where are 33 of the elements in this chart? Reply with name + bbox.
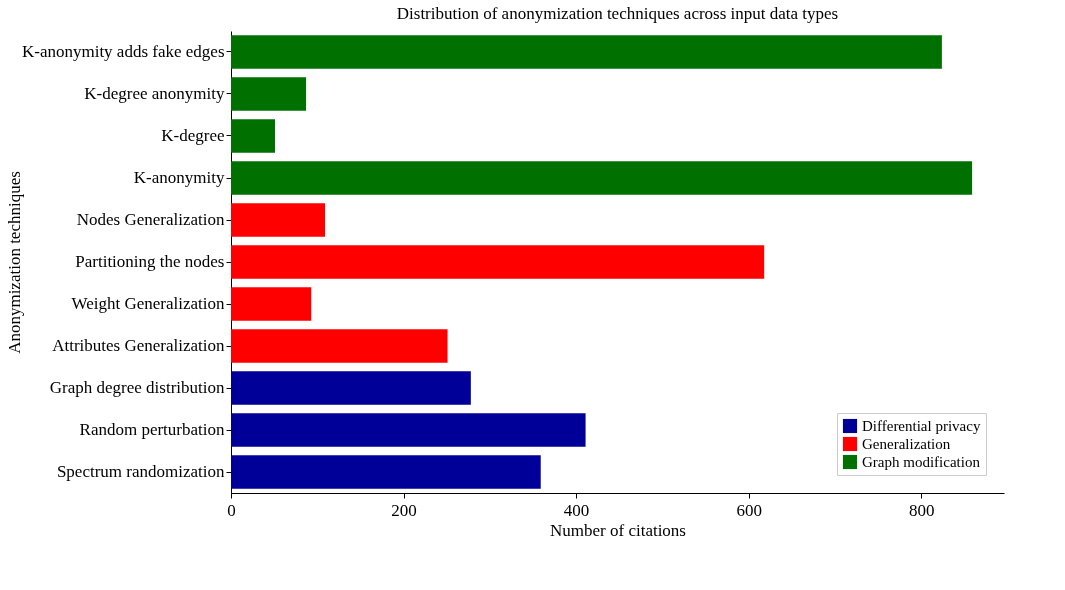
y-axis-title: Anonymization techniques [4,171,24,354]
x-tick-label: 400 [563,500,590,520]
bar [231,455,541,489]
x-tick-label: 0 [227,500,236,520]
bar [231,287,312,321]
x-tick-label: 200 [391,500,417,520]
bar [231,371,471,405]
x-tick-label: 600 [736,500,762,520]
legend-label: Generalization [862,436,951,452]
x-axis-title: Number of citations [550,520,686,540]
y-tick-label: K-anonymity adds fake edges [21,42,225,61]
y-tick-label: K-degree anonymity [84,84,225,103]
bar [231,203,326,237]
bar [231,161,973,195]
y-tick-label: Spectrum randomization [56,462,225,481]
chart-title: Distribution of anonymization techniques across input data types [396,4,839,23]
bar [231,245,765,279]
bar [231,119,275,153]
bar [231,77,307,111]
y-tick-label: Partitioning the nodes [75,252,225,271]
y-tick-label: Random perturbation [79,420,225,439]
legend-label: Graph modification [862,454,981,470]
y-tick-label: K-anonymity [133,168,225,187]
bar [231,35,942,69]
bar [231,413,586,447]
y-tick-label: Graph degree distribution [49,378,225,397]
x-tick-label: 800 [908,500,935,520]
bar [231,329,448,363]
y-tick-label: Nodes Generalization [76,210,225,229]
legend-label: Differential privacy [862,418,981,434]
y-tick-label: Attributes Generalization [52,336,225,355]
y-tick-label: Weight Generalization [71,294,225,313]
y-tick-label: K-degree [161,126,225,145]
